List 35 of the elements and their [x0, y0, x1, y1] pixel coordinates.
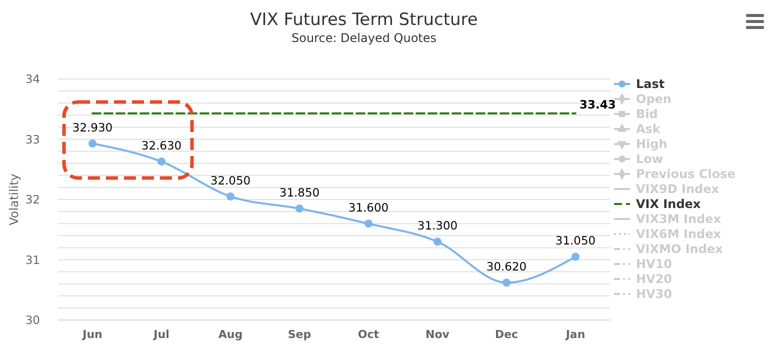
point	[433, 238, 442, 246]
chart-title: VIX Futures Term Structure	[250, 10, 478, 30]
data-label: 31.300	[417, 218, 458, 233]
point	[571, 252, 580, 261]
y-tick-label: 30	[25, 313, 40, 327]
x-tick-label: Jul	[152, 328, 170, 341]
point	[88, 139, 97, 148]
data-label: 33.43	[580, 97, 616, 112]
data-label: 30.620	[486, 260, 527, 274]
y-tick-label: 31	[25, 252, 40, 267]
x-tick-label: Sep	[288, 328, 312, 341]
x-tick-label: Jun	[82, 328, 102, 341]
point	[226, 192, 235, 201]
point	[502, 278, 511, 287]
legend-label: VIX Index	[636, 197, 701, 211]
data-label: 31.600	[348, 200, 389, 215]
data-label: 31.850	[279, 186, 320, 200]
y-tick-label: 33	[25, 132, 40, 146]
y-tick-label: 32	[25, 192, 40, 206]
legend-label: Last	[636, 77, 665, 91]
chart-subtitle: Source: Delayed Quotes	[291, 31, 437, 45]
x-tick-label: Dec	[494, 328, 518, 341]
data-label: 32.050	[210, 173, 251, 188]
point	[157, 158, 166, 166]
x-tick-label: Jan	[564, 328, 586, 341]
x-tick-label: Oct	[358, 328, 380, 341]
data-label: 32.630	[141, 138, 182, 153]
y-tick-label: 34	[25, 72, 40, 86]
x-tick-label: Aug	[218, 328, 243, 341]
point	[364, 220, 373, 228]
data-label: 32.930	[72, 120, 113, 134]
point	[295, 204, 304, 213]
data-label: 31.050	[555, 234, 596, 248]
y-axis-title: Volatility	[7, 174, 21, 226]
x-tick-label: Nov	[426, 328, 450, 341]
